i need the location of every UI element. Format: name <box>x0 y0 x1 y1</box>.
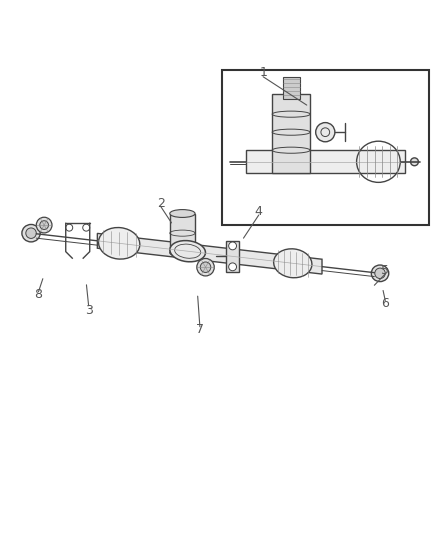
Circle shape <box>26 228 36 238</box>
Circle shape <box>228 263 236 271</box>
Bar <box>272 94 309 173</box>
Polygon shape <box>97 233 321 274</box>
Text: 8: 8 <box>35 288 42 301</box>
Bar <box>221 70 428 225</box>
Circle shape <box>82 224 89 231</box>
Circle shape <box>196 259 214 276</box>
Text: 1: 1 <box>258 66 266 79</box>
Bar <box>245 150 404 173</box>
Ellipse shape <box>273 249 311 278</box>
Circle shape <box>374 268 385 279</box>
Ellipse shape <box>98 228 140 259</box>
Ellipse shape <box>371 265 388 281</box>
Ellipse shape <box>170 240 205 262</box>
Bar <box>282 77 299 99</box>
Circle shape <box>315 123 334 142</box>
Ellipse shape <box>410 158 417 166</box>
Circle shape <box>228 242 236 250</box>
Ellipse shape <box>170 249 194 257</box>
Bar <box>226 241 238 272</box>
Text: 6: 6 <box>381 297 389 310</box>
Text: 3: 3 <box>85 304 92 317</box>
Text: 4: 4 <box>254 206 262 219</box>
Bar <box>170 214 194 253</box>
Ellipse shape <box>170 209 194 217</box>
Text: 2: 2 <box>156 197 164 210</box>
Text: 7: 7 <box>195 323 203 336</box>
Circle shape <box>66 224 73 231</box>
Text: 5: 5 <box>380 264 389 277</box>
Circle shape <box>40 221 48 229</box>
Ellipse shape <box>22 224 40 242</box>
Circle shape <box>36 217 52 233</box>
Circle shape <box>200 262 210 272</box>
